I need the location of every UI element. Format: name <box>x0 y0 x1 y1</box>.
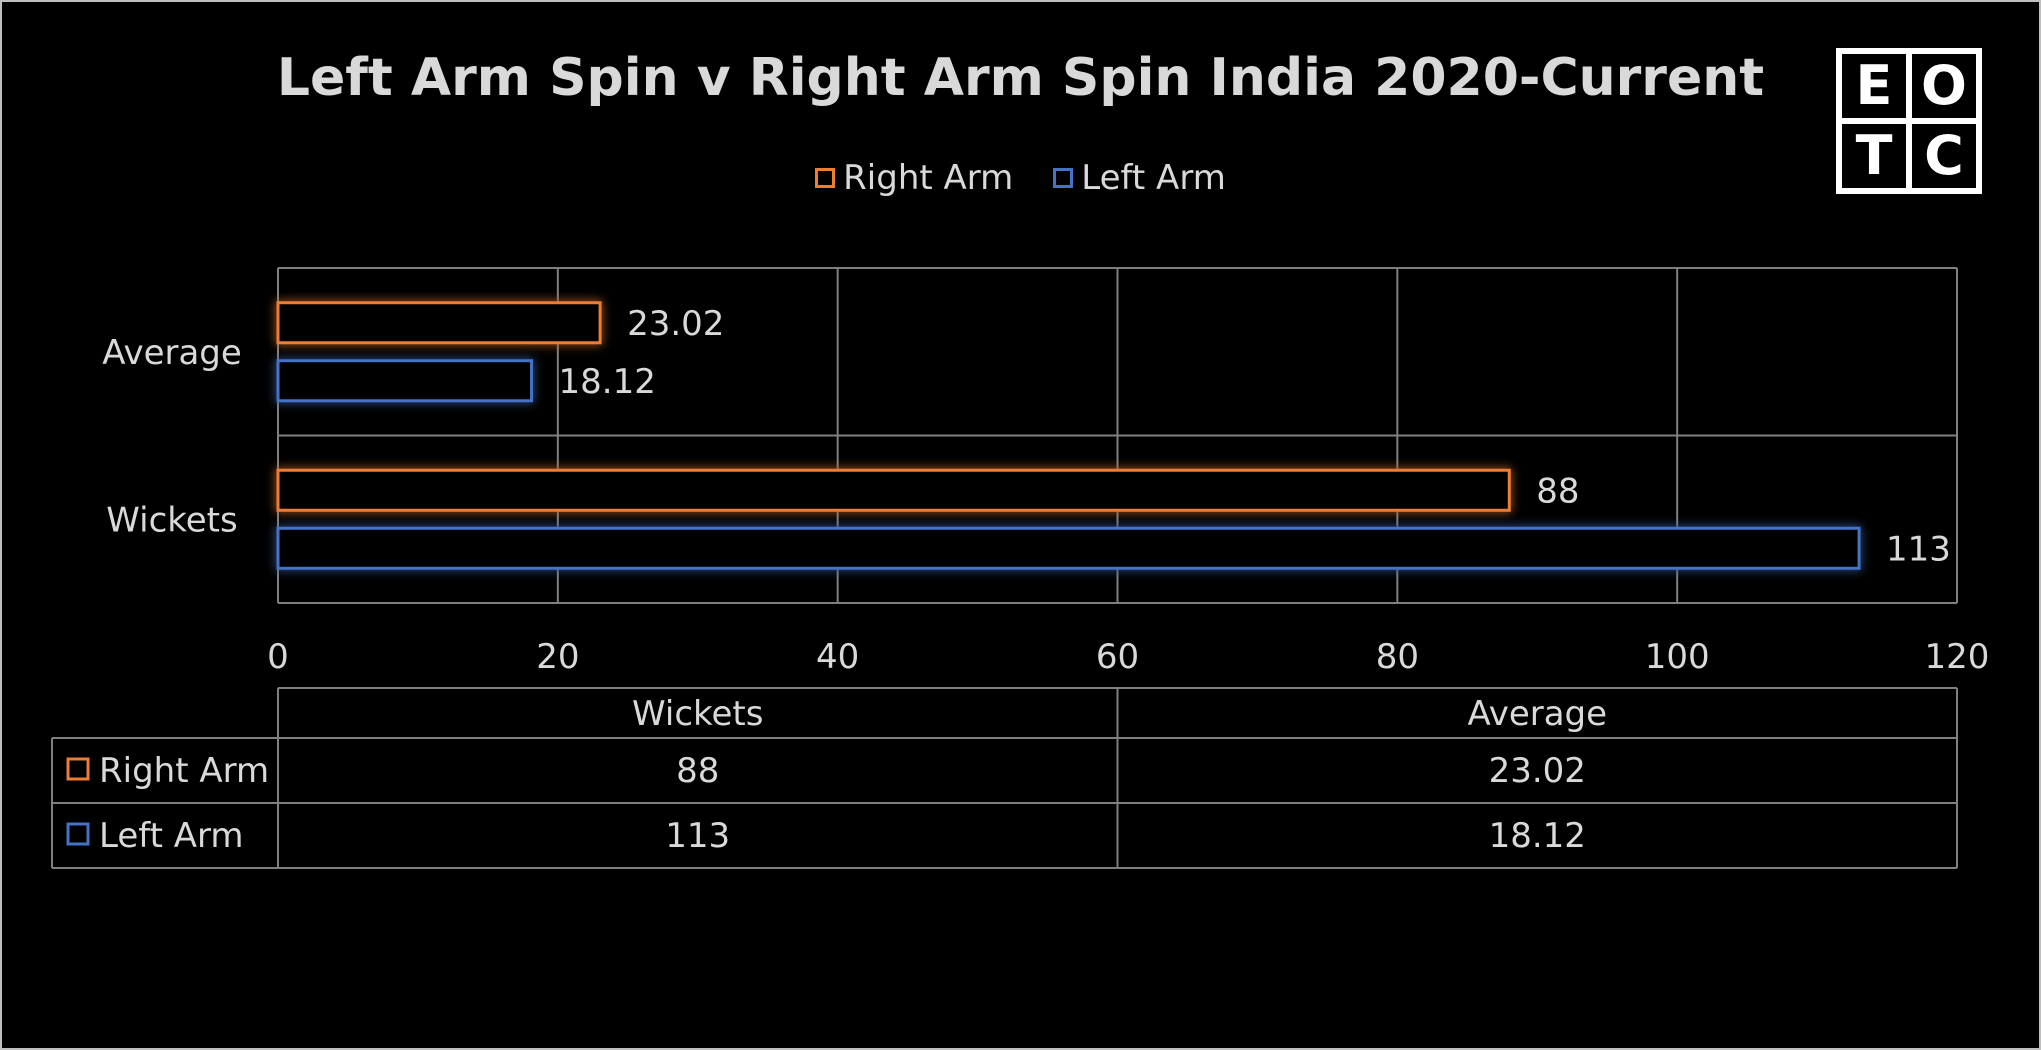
legend-swatch-right-arm <box>815 168 836 188</box>
bar-left-arm-wickets <box>276 526 1861 570</box>
x-tick-label-100: 100 <box>1645 637 1710 677</box>
data-label-left-arm-average: 18.12 <box>559 362 656 402</box>
logo-letter-t: T <box>1842 124 1906 188</box>
legend-item-right-arm: Right Arm <box>815 158 1013 198</box>
bars <box>276 301 1861 570</box>
table-cell-left-arm-average: 18.12 <box>1489 816 1586 856</box>
chart-title: Left Arm Spin v Right Arm Spin India 202… <box>276 48 1765 108</box>
bar-right-arm-average <box>276 301 602 345</box>
category-label-average: Average <box>102 333 242 373</box>
legend-swatch-left-arm <box>1053 168 1074 188</box>
data-label-left-arm-wickets: 113 <box>1886 529 1951 569</box>
table-cell-left-arm-wickets: 113 <box>665 816 730 856</box>
table-row-label-left-arm: Left Arm <box>99 816 244 856</box>
bar-right-arm-wickets <box>276 468 1511 512</box>
x-tick-label-60: 60 <box>1096 637 1139 677</box>
data-label-right-arm-wickets: 88 <box>1536 471 1579 511</box>
table-cell-right-arm-average: 23.02 <box>1489 751 1586 791</box>
x-tick-label-20: 20 <box>536 637 579 677</box>
table-cell-right-arm-wickets: 88 <box>676 751 719 791</box>
table-header-wickets: Wickets <box>632 694 763 734</box>
logo-letter-c: C <box>1912 124 1976 188</box>
x-tick-label-0: 0 <box>267 637 289 677</box>
labels: 0 20 40 60 80 100 120 Average 23.02 18.12 Wickets 8… <box>102 304 1989 677</box>
bar-left-arm-average <box>276 359 534 403</box>
legend-label-left-arm: Left Arm <box>1081 158 1226 198</box>
category-label-wickets: Wickets <box>106 500 237 540</box>
table-header-average: Average <box>1467 694 1607 734</box>
logo-letter-o: O <box>1912 54 1976 118</box>
x-tick-label-120: 120 <box>1925 637 1990 677</box>
data-table: Wickets Average Right Arm 88 23.02 Left Arm 11… <box>51 687 1958 869</box>
legend: Right Arm Left Arm <box>0 158 2041 198</box>
data-label-right-arm-average: 23.02 <box>627 304 724 344</box>
logo-letter-e: E <box>1842 54 1906 118</box>
legend-item-left-arm: Left Arm <box>1053 158 1226 198</box>
eotc-logo: E O T C <box>1836 48 1982 194</box>
table-swatch-right-arm <box>66 757 90 781</box>
table-swatch-left-arm <box>66 822 90 846</box>
x-tick-label-80: 80 <box>1376 637 1419 677</box>
table-row-label-right-arm: Right Arm <box>99 751 269 791</box>
x-tick-label-40: 40 <box>816 637 859 677</box>
legend-label-right-arm: Right Arm <box>843 158 1014 198</box>
